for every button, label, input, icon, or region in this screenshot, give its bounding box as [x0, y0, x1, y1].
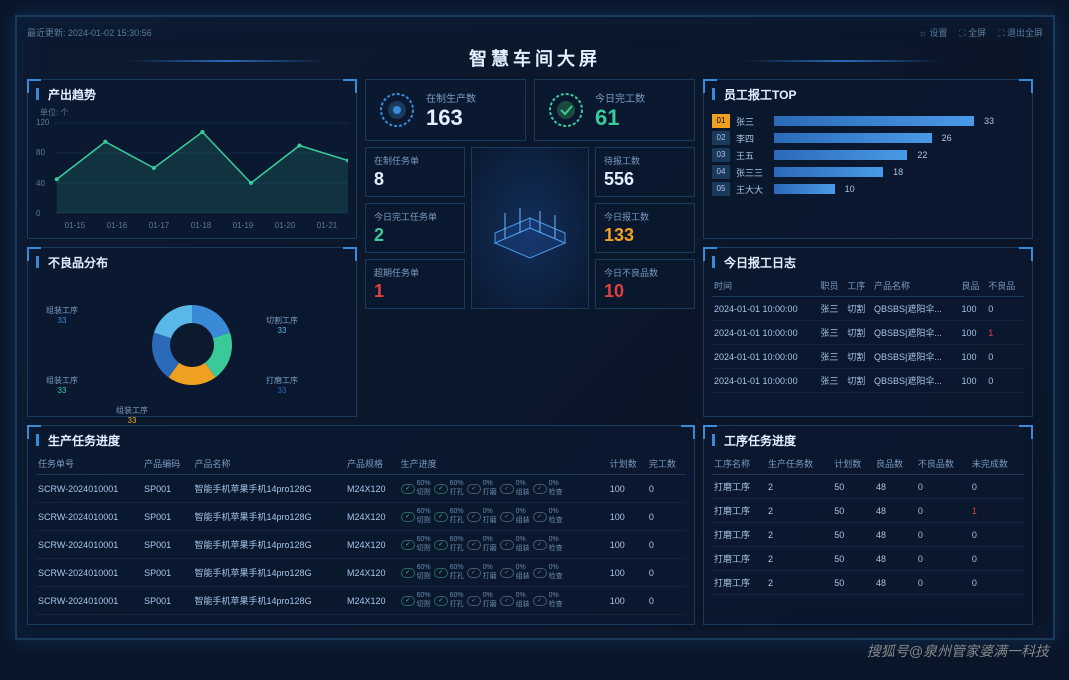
kpi-done-value: 61: [595, 105, 645, 131]
trend-chart: 12080400 01-1501-1601-1701-1801-1901-200…: [36, 118, 348, 238]
top-workers-title: 员工报工TOP: [712, 84, 1024, 107]
trend-title: 产出趋势: [36, 84, 348, 107]
donut-label: 切割工序33: [266, 315, 298, 335]
donut-label: 组装工序33: [116, 405, 148, 425]
proc-tasks-panel: 工序任务进度 工序名称生产任务数计划数良品数不良品数未完成数打磨工序250480…: [703, 425, 1033, 625]
watermark: 搜狐号@泉州管家婆满一科技: [867, 641, 1049, 661]
gear-icon: [378, 91, 416, 129]
table-row: SCRW-2024010001SP001智能手机苹果手机14pro128GM24…: [36, 475, 686, 503]
stat-box: 今日不良品数10: [595, 259, 695, 309]
table-row: 打磨工序2504800: [712, 547, 1024, 571]
stat-box: 待报工数556: [595, 147, 695, 197]
worker-bar-row: 04张三三18: [712, 165, 1024, 179]
dashboard-root: 最近更新: 2024-01-02 15:30:56 ☼ 设置 ⛶ 全屏 ⛶ 退出…: [15, 15, 1055, 640]
table-row: 打磨工序2504801: [712, 499, 1024, 523]
proc-tasks-title: 工序任务进度: [712, 430, 1024, 453]
kpi-done-label: 今日完工数: [595, 90, 645, 105]
log-panel: 今日报工日志 时间职员工序产品名称良品不良品2024-01-01 10:00:0…: [703, 247, 1033, 417]
table-row: 2024-01-01 10:00:00张三切割QBSBS|遮阳伞...1001: [712, 321, 1024, 345]
worker-bar-row: 02李四26: [712, 131, 1024, 145]
trend-panel: 产出趋势 单位: 个 12080400 01-1501-1601-1701-18…: [27, 79, 357, 239]
kpi-wip-value: 163: [426, 105, 476, 131]
stat-box: 今日完工任务单2: [365, 203, 465, 253]
donut-label: 组装工序33: [46, 375, 78, 395]
topbar: 最近更新: 2024-01-02 15:30:56 ☼ 设置 ⛶ 全屏 ⛶ 退出…: [27, 23, 1043, 41]
table-row: SCRW-2024010001SP001智能手机苹果手机14pro128GM24…: [36, 503, 686, 531]
page-title: 智慧车间大屏: [27, 41, 1043, 79]
table-row: 2024-01-01 10:00:00张三切割QBSBS|遮阳伞...1000: [712, 369, 1024, 393]
prod-tasks-title: 生产任务进度: [36, 430, 686, 453]
donut-label: 打磨工序33: [266, 375, 298, 395]
table-row: 打磨工序2504800: [712, 571, 1024, 595]
kpi-wip: 在制生产数 163: [365, 79, 526, 141]
settings-button[interactable]: ☼ 设置: [919, 26, 948, 39]
defect-title: 不良品分布: [36, 252, 348, 275]
prod-tasks-table: 任务单号产品编码产品名称产品规格生产进度计划数完工数SCRW-202401000…: [36, 453, 686, 615]
kpi-done: 今日完工数 61: [534, 79, 695, 141]
table-row: 打磨工序2504800: [712, 523, 1024, 547]
donut-chart: 组装工序33组装工序33组装工序33打磨工序33切割工序33: [36, 275, 348, 415]
stat-box: 在制任务单8: [365, 147, 465, 197]
worker-bar-row: 03王五22: [712, 148, 1024, 162]
table-row: SCRW-2024010001SP001智能手机苹果手机14pro128GM24…: [36, 587, 686, 615]
fullscreen-button[interactable]: ⛶ 全屏: [959, 26, 986, 39]
center-column: 在制生产数 163 今日完工数 61 在制任务单8 今日完工任务单2 超期任务单1: [365, 79, 695, 417]
exit-fullscreen-button[interactable]: ⛶ 退出全屏: [998, 26, 1043, 39]
worker-bar-row: 01张三33: [712, 114, 1024, 128]
top-workers-panel: 员工报工TOP 01张三33 02李四26 03王五22 04张三三18 05王大大10: [703, 79, 1033, 239]
proc-tasks-table: 工序名称生产任务数计划数良品数不良品数未完成数打磨工序2504800打磨工序25…: [712, 453, 1024, 595]
stat-box: 超期任务单1: [365, 259, 465, 309]
kpi-wip-label: 在制生产数: [426, 90, 476, 105]
worker-bar-row: 05王大大10: [712, 182, 1024, 196]
trend-unit: 单位: 个: [36, 107, 348, 118]
table-row: SCRW-2024010001SP001智能手机苹果手机14pro128GM24…: [36, 531, 686, 559]
prod-tasks-panel: 生产任务进度 任务单号产品编码产品名称产品规格生产进度计划数完工数SCRW-20…: [27, 425, 695, 625]
table-row: 2024-01-01 10:00:00张三切割QBSBS|遮阳伞...1000: [712, 297, 1024, 321]
center-3d-view: [471, 147, 589, 309]
table-row: 打磨工序2504800: [712, 475, 1024, 499]
log-title: 今日报工日志: [712, 252, 1024, 275]
donut-label: 组装工序33: [46, 305, 78, 325]
defect-panel: 不良品分布 组装工序33组装工序33组装工序33打磨工序33切割工序33: [27, 247, 357, 417]
check-icon: [547, 91, 585, 129]
stat-box: 今日报工数133: [595, 203, 695, 253]
table-row: SCRW-2024010001SP001智能手机苹果手机14pro128GM24…: [36, 559, 686, 587]
table-row: 2024-01-01 10:00:00张三切割QBSBS|遮阳伞...1000: [712, 345, 1024, 369]
update-time: 最近更新: 2024-01-02 15:30:56: [27, 26, 152, 39]
log-table: 时间职员工序产品名称良品不良品2024-01-01 10:00:00张三切割QB…: [712, 275, 1024, 393]
